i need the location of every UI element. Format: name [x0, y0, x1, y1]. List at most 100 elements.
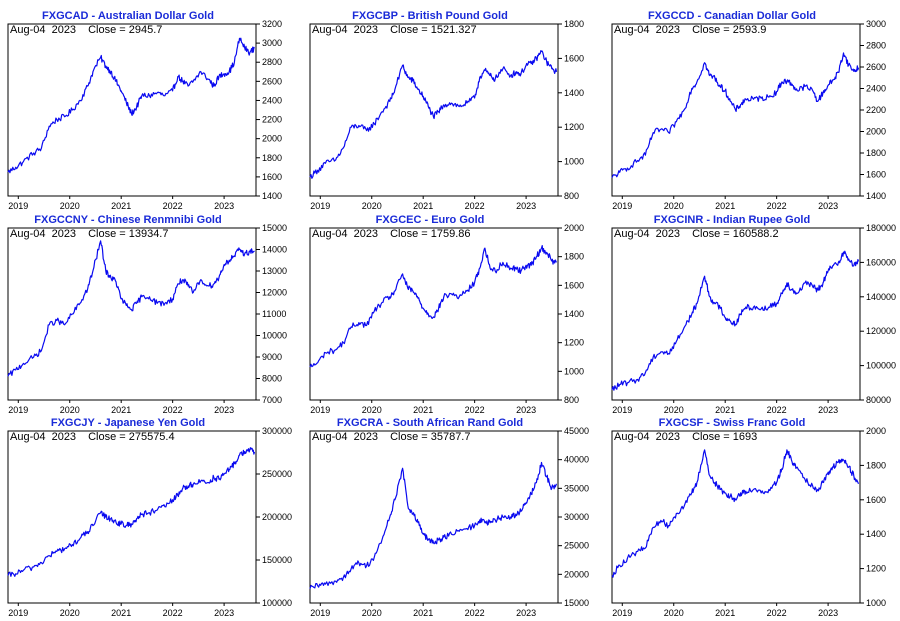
y-tick-label: 1600 [564, 53, 584, 63]
series-line [309, 245, 558, 368]
chart-title: FXGCCD - Canadian Dollar Gold [647, 10, 817, 22]
x-tick-label: 2020 [664, 201, 684, 211]
last-date: Aug-04 2023 [614, 228, 681, 240]
y-tick-label: 100000 [866, 361, 896, 371]
y-tick-label: 100000 [262, 598, 292, 608]
chart-svg: 800 1000 1200 1400 1600 1800 2019 2020 2021 2022 2… [309, 19, 584, 211]
x-tick-label: 2020 [362, 608, 382, 618]
close-value: Close = 1759.86 [390, 228, 471, 240]
y-tick-label: 25000 [564, 541, 589, 551]
plot-frame [309, 227, 559, 401]
last-date: Aug-04 2023 [614, 431, 681, 443]
x-tick-label: 2021 [715, 608, 735, 618]
series-line [309, 49, 558, 179]
chart-svg: 100000 150000 200000 250000 300000 2019 2020 20… [7, 426, 292, 618]
last-date: Aug-04 2023 [614, 24, 681, 36]
y-tick-label: 80000 [866, 395, 891, 405]
chart-panel: FXGCSF - Swiss Franc Gold 1000 1200 1400 160… [604, 417, 900, 618]
x-tick-label: 2022 [465, 201, 485, 211]
chart-title: FXGCRA - South African Rand Gold [336, 417, 524, 429]
chart-title: FXGCEC - Euro Gold [375, 214, 485, 226]
y-tick-label: 1400 [262, 191, 282, 201]
y-tick-label: 30000 [564, 512, 589, 522]
y-tick-label: 1600 [262, 172, 282, 182]
y-tick-label: 160000 [866, 257, 896, 267]
y-tick-label: 140000 [866, 292, 896, 302]
y-tick-label: 15000 [564, 598, 589, 608]
y-tick-label: 1400 [866, 529, 886, 539]
chart-panel: FXGCCNY - Chinese Renmnibi Gold 7000 8000 9… [0, 214, 296, 415]
y-tick-label: 8000 [262, 374, 282, 384]
x-tick-label: 2022 [767, 201, 787, 211]
close-value: Close = 2593.9 [692, 24, 767, 36]
x-tick-label: 2023 [214, 201, 234, 211]
x-tick-label: 2022 [163, 405, 183, 415]
x-tick-label: 2020 [60, 201, 80, 211]
y-tick-label: 1200 [564, 338, 584, 348]
close-value: Close = 1521.327 [390, 24, 477, 36]
x-tick-label: 2019 [8, 405, 28, 415]
x-tick-label: 2022 [767, 405, 787, 415]
y-tick-label: 2400 [866, 84, 886, 94]
chart-svg: 1000 1200 1400 1600 1800 2000 2019 2020 2021 2022… [611, 426, 886, 618]
price-info: Aug-04 2023 Close = 1521.327 [312, 24, 477, 36]
chart-panel: FXGCJY - Japanese Yen Gold 100000 150000 20… [0, 417, 296, 618]
y-tick-label: 1200 [564, 122, 584, 132]
y-tick-label: 1800 [262, 153, 282, 163]
x-tick-label: 2019 [310, 405, 330, 415]
y-tick-label: 35000 [564, 483, 589, 493]
chart-panel: FXGCEC - Euro Gold 800 1000 1200 1400 1600 180… [302, 214, 598, 415]
close-value: Close = 160588.2 [692, 228, 779, 240]
y-tick-label: 2800 [262, 57, 282, 67]
chart-svg: 80000 100000 120000 140000 160000 180000 2019 2… [611, 223, 896, 415]
y-tick-label: 1600 [564, 280, 584, 290]
series-line [7, 240, 255, 377]
close-value: Close = 1693 [692, 431, 758, 443]
x-tick-label: 2019 [310, 608, 330, 618]
price-info: Aug-04 2023 Close = 2593.9 [614, 24, 766, 36]
x-tick-label: 2020 [60, 405, 80, 415]
x-tick-label: 2023 [214, 405, 234, 415]
y-tick-label: 40000 [564, 455, 589, 465]
series-line [611, 52, 860, 178]
chart-panel: FXGCINR - Indian Rupee Gold 80000 100000 12… [604, 214, 900, 415]
y-tick-label: 2000 [866, 127, 886, 137]
x-tick-label: 2019 [310, 201, 330, 211]
chart-title: FXGCINR - Indian Rupee Gold [653, 214, 811, 226]
y-tick-label: 1200 [866, 564, 886, 574]
price-info: Aug-04 2023 Close = 1759.86 [312, 228, 470, 240]
x-tick-label: 2022 [163, 608, 183, 618]
y-tick-label: 1400 [564, 88, 584, 98]
series-line [611, 449, 860, 578]
plot-frame [611, 227, 861, 401]
y-tick-label: 800 [564, 191, 579, 201]
y-tick-label: 1600 [866, 170, 886, 180]
chart-svg: 800 1000 1200 1400 1600 1800 2000 2019 2020 2021 2… [309, 223, 584, 415]
y-tick-label: 2400 [262, 95, 282, 105]
chart-title: FXGCAD - Australian Dollar Gold [42, 10, 214, 22]
x-tick-label: 2023 [818, 201, 838, 211]
last-date: Aug-04 2023 [10, 431, 77, 443]
plot-frame [611, 430, 861, 604]
x-tick-label: 2020 [362, 405, 382, 415]
y-tick-label: 45000 [564, 426, 589, 436]
x-tick-label: 2023 [516, 201, 536, 211]
x-tick-label: 2019 [612, 608, 632, 618]
y-tick-label: 10000 [262, 331, 287, 341]
x-tick-label: 2021 [413, 608, 433, 618]
x-tick-label: 2020 [664, 608, 684, 618]
close-value: Close = 13934.7 [88, 228, 169, 240]
y-tick-label: 150000 [262, 555, 292, 565]
chart-panel: FXGCRA - South African Rand Gold 15000 200… [302, 417, 598, 618]
y-tick-label: 800 [564, 395, 579, 405]
close-value: Close = 35787.7 [390, 431, 471, 443]
x-tick-label: 2021 [413, 405, 433, 415]
price-info: Aug-04 2023 Close = 35787.7 [312, 431, 470, 443]
x-tick-label: 2022 [465, 608, 485, 618]
x-tick-label: 2021 [111, 608, 131, 618]
chart-panel: FXGCCD - Canadian Dollar Gold 1400 1600 180… [604, 10, 900, 211]
x-tick-label: 2021 [111, 201, 131, 211]
y-tick-label: 2800 [866, 41, 886, 51]
series-line [7, 37, 255, 174]
